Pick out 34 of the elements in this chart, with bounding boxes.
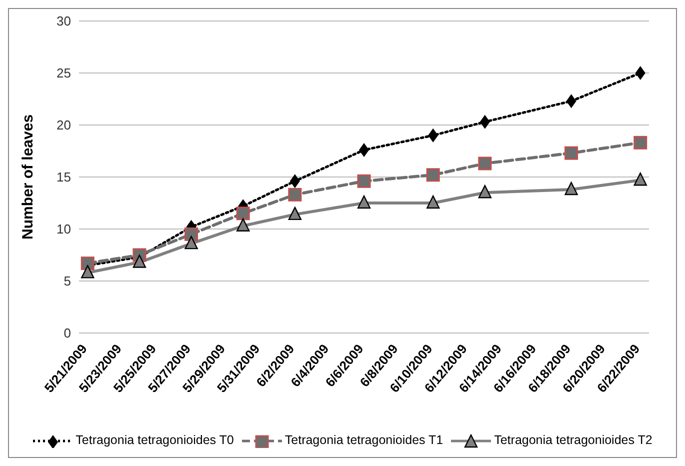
point <box>184 236 198 250</box>
point <box>634 172 647 186</box>
point <box>564 182 578 196</box>
y-axis-title: Number of leaves <box>19 114 36 240</box>
point <box>288 188 302 202</box>
point <box>635 66 646 80</box>
y-tick-label: 20 <box>56 118 71 133</box>
legend-label: Tetragonia tetragonioides T1 <box>284 433 444 448</box>
point <box>478 156 492 170</box>
point <box>184 227 198 241</box>
point <box>132 254 146 268</box>
legend-label: Tetragonia tetragonioides T0 <box>74 433 234 448</box>
y-tick-label: 0 <box>64 326 71 341</box>
point <box>236 206 250 220</box>
y-tick-label: 15 <box>56 170 71 185</box>
point <box>81 265 94 278</box>
point <box>426 195 440 209</box>
point <box>566 94 576 108</box>
point <box>478 185 492 198</box>
y-tick-label: 30 <box>56 14 71 29</box>
point <box>564 146 578 160</box>
point <box>290 174 300 188</box>
point <box>480 114 490 129</box>
y-tick-label: 5 <box>64 274 71 289</box>
point <box>634 136 648 150</box>
y-tick-label: 10 <box>56 222 71 237</box>
point <box>426 168 440 182</box>
point <box>288 206 302 220</box>
point <box>357 195 371 209</box>
legend-label: Tetragonia tetragonioides T2 <box>493 433 652 448</box>
point <box>428 128 438 142</box>
y-tick-label: 25 <box>56 66 71 81</box>
point <box>236 218 250 232</box>
point <box>357 174 371 188</box>
